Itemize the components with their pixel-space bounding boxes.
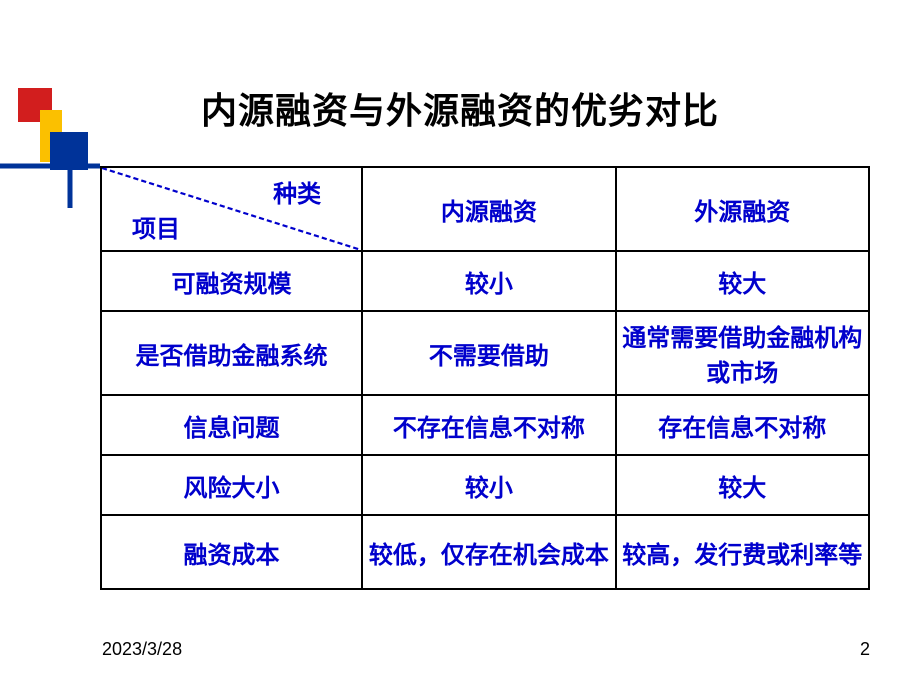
row-internal: 较小: [362, 251, 615, 311]
row-external: 存在信息不对称: [616, 395, 869, 455]
row-internal: 不需要借助: [362, 311, 615, 395]
footer-date: 2023/3/28: [102, 639, 182, 660]
row-label: 风险大小: [101, 455, 362, 515]
row-label: 信息问题: [101, 395, 362, 455]
row-internal: 不存在信息不对称: [362, 395, 615, 455]
comparison-table-container: 种类 项目 内源融资 外源融资 可融资规模 较小 较大 是否借助金融系统 不需要…: [100, 166, 870, 590]
row-external: 较大: [616, 455, 869, 515]
diag-header-bottom: 项目: [132, 209, 180, 244]
header-col-external: 外源融资: [616, 167, 869, 251]
row-label: 融资成本: [101, 515, 362, 589]
footer-page-number: 2: [860, 639, 870, 660]
row-external: 较高，发行费或利率等: [616, 515, 869, 589]
row-label: 是否借助金融系统: [101, 311, 362, 395]
table-row: 可融资规模 较小 较大: [101, 251, 869, 311]
table-row: 是否借助金融系统 不需要借助 通常需要借助金融机构或市场: [101, 311, 869, 395]
table-row: 风险大小 较小 较大: [101, 455, 869, 515]
row-internal: 较小: [362, 455, 615, 515]
row-internal: 较低，仅存在机会成本: [362, 515, 615, 589]
comparison-table: 种类 项目 内源融资 外源融资 可融资规模 较小 较大 是否借助金融系统 不需要…: [100, 166, 870, 590]
row-external: 较大: [616, 251, 869, 311]
row-external: 通常需要借助金融机构或市场: [616, 311, 869, 395]
slide-title: 内源融资与外源融资的优劣对比: [0, 0, 920, 154]
header-col-internal: 内源融资: [362, 167, 615, 251]
table-header-row: 种类 项目 内源融资 外源融资: [101, 167, 869, 251]
table-row: 信息问题 不存在信息不对称 存在信息不对称: [101, 395, 869, 455]
diag-header-top: 种类: [273, 174, 321, 209]
row-label: 可融资规模: [101, 251, 362, 311]
table-row: 融资成本 较低，仅存在机会成本 较高，发行费或利率等: [101, 515, 869, 589]
corner-decoration: [0, 88, 100, 208]
diagonal-header-cell: 种类 项目: [101, 167, 362, 251]
